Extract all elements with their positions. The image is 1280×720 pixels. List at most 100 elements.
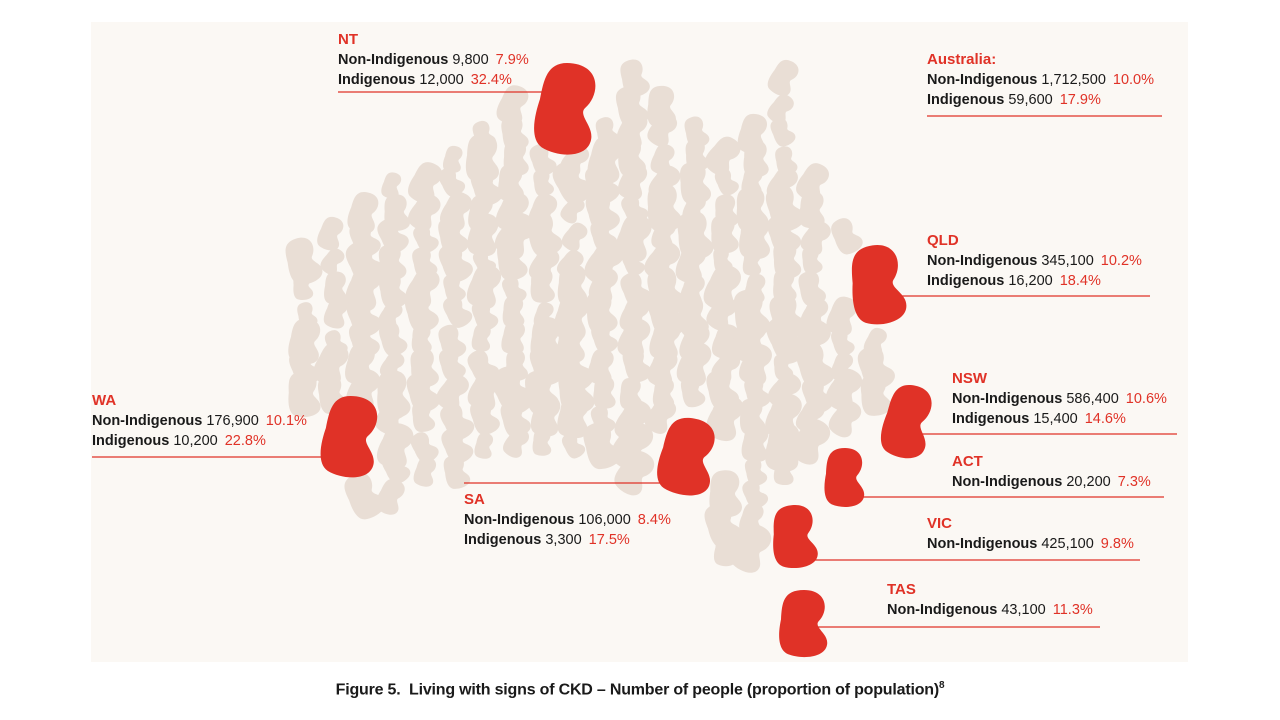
- background-kidney: [828, 400, 862, 438]
- background-kidney: [647, 349, 678, 388]
- background-kidney: [826, 296, 858, 336]
- percent-value: 10.1%: [265, 413, 307, 429]
- group-label: Indigenous: [927, 273, 1005, 289]
- background-kidney: [742, 479, 769, 509]
- background-kidney: [617, 318, 651, 360]
- background-kidney: [467, 213, 499, 257]
- percent-value: 14.6%: [1084, 411, 1126, 427]
- background-kidney: [773, 268, 797, 303]
- region-nt-row: Non-Indigenous 9,800 7.9%: [338, 50, 529, 70]
- background-kidney: [500, 400, 531, 438]
- count-value: 3,300: [541, 532, 582, 548]
- region-vic-name: VIC: [927, 515, 953, 532]
- background-kidney: [313, 342, 349, 386]
- region-nt-kidney: [534, 63, 596, 155]
- background-kidney: [729, 524, 772, 573]
- national-row: Indigenous 59,600 17.9%: [927, 90, 1154, 110]
- region-qld-kidney: [851, 245, 907, 325]
- background-kidney: [436, 373, 469, 411]
- group-label: Indigenous: [952, 411, 1030, 427]
- region-sa-kidney: [657, 417, 715, 496]
- background-kidney: [438, 242, 473, 283]
- region-nsw-label: NSW Non-Indigenous 586,400 10.6% Indigenous…: [952, 369, 1167, 429]
- region-nsw-row: Non-Indigenous 586,400 10.6%: [952, 389, 1167, 409]
- background-kidney: [530, 395, 561, 437]
- background-kidney: [406, 372, 440, 413]
- background-kidney: [802, 246, 823, 274]
- background-kidney: [800, 220, 831, 256]
- region-qld-label: QLD Non-Indigenous 345,100 10.2% Indigenous…: [927, 231, 1142, 291]
- background-kidney: [317, 216, 344, 251]
- group-label: Indigenous: [927, 92, 1005, 108]
- background-kidney: [767, 59, 799, 96]
- background-kidney: [714, 168, 739, 196]
- background-kidney: [526, 211, 563, 257]
- region-qld-row: Indigenous 16,200 18.4%: [927, 271, 1142, 291]
- background-kidney: [675, 243, 707, 284]
- background-kidney: [831, 218, 863, 255]
- background-kidney: [610, 421, 654, 471]
- count-value: 59,600: [1004, 92, 1053, 108]
- region-wa-label: WA Non-Indigenous 176,900 10.1% Indigenous …: [92, 391, 307, 451]
- region-tas-name: TAS: [887, 581, 916, 598]
- background-kidney: [587, 348, 614, 385]
- background-kidney: [411, 324, 432, 354]
- background-kidney: [533, 169, 554, 197]
- background-kidney: [767, 94, 794, 124]
- background-kidney: [381, 172, 402, 199]
- region-sa-row: Indigenous 3,300 17.5%: [464, 530, 671, 550]
- count-value: 586,400: [1062, 391, 1119, 407]
- percent-value: 17.9%: [1059, 92, 1101, 108]
- percent-value: 22.8%: [224, 433, 266, 449]
- count-value: 345,100: [1037, 253, 1094, 269]
- background-kidney: [711, 324, 739, 360]
- group-label: Non-Indigenous: [464, 512, 575, 528]
- background-kidney: [474, 432, 494, 459]
- region-tas-row: Non-Indigenous 43,100 11.3%: [887, 600, 1093, 620]
- background-kidney: [413, 456, 437, 487]
- background-kidney: [561, 222, 588, 252]
- region-sa-label: SA Non-Indigenous 106,000 8.4% Indigenous 3…: [464, 490, 671, 550]
- background-kidney: [496, 85, 529, 126]
- count-value: 9,800: [448, 52, 489, 68]
- count-value: 176,900: [202, 413, 259, 429]
- region-nsw-name: NSW: [952, 370, 987, 387]
- region-act-label: ACT Non-Indigenous 20,200 7.3%: [952, 452, 1151, 492]
- group-label: Indigenous: [464, 532, 542, 548]
- background-kidney: [593, 376, 616, 409]
- percent-value: 18.4%: [1059, 273, 1101, 289]
- region-vic-label: VIC Non-Indigenous 425,100 9.8%: [927, 514, 1134, 554]
- background-kidney: [285, 237, 323, 285]
- region-tas-kidney: [779, 590, 828, 658]
- background-kidney: [443, 454, 471, 489]
- background-kidney: [532, 428, 552, 456]
- background-kidney: [560, 197, 585, 224]
- background-kidney: [293, 271, 314, 301]
- background-kidney: [405, 291, 439, 333]
- percent-value: 10.0%: [1112, 72, 1155, 88]
- count-value: 106,000: [574, 512, 631, 528]
- group-label: Indigenous: [338, 72, 416, 88]
- background-kidney: [378, 271, 408, 309]
- background-kidney: [443, 273, 466, 303]
- background-kidney: [621, 250, 645, 277]
- background-kidney: [680, 161, 712, 205]
- background-kidney: [647, 113, 678, 147]
- region-nsw-row: Indigenous 15,400 14.6%: [952, 409, 1167, 429]
- group-label: Non-Indigenous: [92, 413, 203, 429]
- count-value: 16,200: [1004, 273, 1053, 289]
- percent-value: 7.3%: [1117, 474, 1151, 490]
- region-nt-name: NT: [338, 31, 358, 48]
- national-row: Non-Indigenous 1,712,500 10.0%: [927, 70, 1154, 90]
- background-kidney: [412, 400, 436, 432]
- background-kidney: [439, 347, 466, 381]
- background-kidney: [775, 146, 798, 176]
- region-qld-name: QLD: [927, 232, 959, 249]
- background-kidney: [741, 423, 769, 463]
- background-kidney: [799, 191, 825, 229]
- background-kidney: [413, 224, 439, 253]
- background-kidney: [789, 419, 831, 465]
- background-kidney: [770, 117, 796, 147]
- background-kidney: [795, 400, 825, 434]
